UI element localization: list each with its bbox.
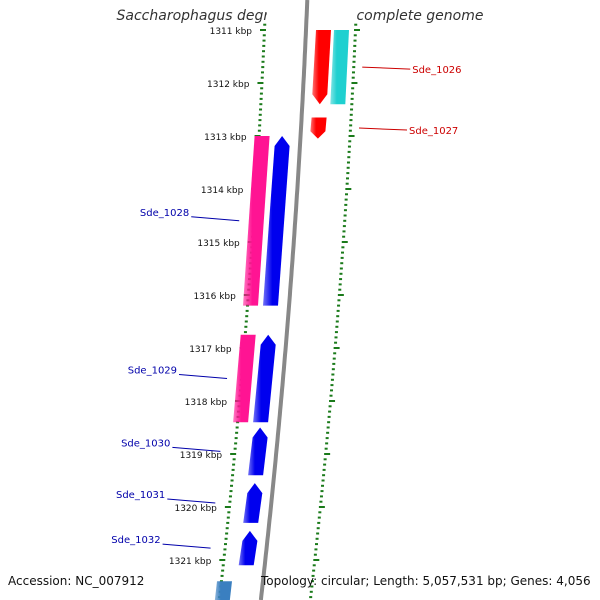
feature-track xyxy=(214,30,349,600)
ruler-label: 1319 kbp xyxy=(180,451,223,461)
feature-block xyxy=(330,30,349,105)
gene-sde-1026[interactable] xyxy=(312,30,331,105)
genome-backbone xyxy=(258,0,310,600)
gene-sde-1032[interactable] xyxy=(238,530,258,566)
gene-label-leader xyxy=(162,543,211,549)
gene-label[interactable]: Sde_1029 xyxy=(128,365,177,376)
gene-label[interactable]: Sde_1030 xyxy=(121,438,170,449)
ruler-label: 1311 kbp xyxy=(210,27,253,37)
feature-block xyxy=(214,581,232,600)
gene-label-leader xyxy=(362,66,411,70)
ruler-label: 1314 kbp xyxy=(201,186,244,196)
ruler-label: 1316 kbp xyxy=(193,292,236,302)
accession-legend: Accession: NC_007912 xyxy=(8,574,145,588)
gene-label[interactable]: Sde_1028 xyxy=(140,208,189,219)
backbone-line xyxy=(258,0,310,600)
gene-sde-1030[interactable] xyxy=(248,427,268,476)
gene-label-leader xyxy=(191,216,240,222)
gene-track xyxy=(238,30,331,566)
gene-sde-1028[interactable] xyxy=(263,136,290,306)
ruler-label: 1315 kbp xyxy=(197,239,240,249)
gene-label[interactable]: Sde_1031 xyxy=(116,490,165,501)
topology-legend: Topology: circular; Length: 5,057,531 bp… xyxy=(261,574,591,588)
ruler-label: 1321 kbp xyxy=(169,557,212,567)
ruler-label: 1318 kbp xyxy=(185,398,228,408)
ruler-labels: 1311 kbp 1312 kbp 1313 kbp 1314 kbp 1315 kbp… xyxy=(169,27,252,567)
ruler-label: 1313 kbp xyxy=(204,133,247,143)
ruler-label: 1312 kbp xyxy=(207,80,250,90)
ruler-label: 1317 kbp xyxy=(189,345,232,355)
feature-block xyxy=(233,334,256,423)
gene-sde-1027[interactable] xyxy=(310,117,327,139)
gene-label[interactable]: Sde_1032 xyxy=(111,535,160,546)
gene-label[interactable]: Sde_1027 xyxy=(409,126,458,137)
feature-block xyxy=(243,136,270,306)
gene-labels: Sde_1026 Sde_1027 Sde_1028 Sde_1029 Sde_1030… xyxy=(111,65,462,549)
gene-label-leader xyxy=(178,373,228,379)
gene-label[interactable]: Sde_1026 xyxy=(412,65,461,76)
gene-sde-1029[interactable] xyxy=(253,334,276,423)
ruler-label: 1320 kbp xyxy=(174,504,217,514)
gene-sde-1031[interactable] xyxy=(243,483,263,523)
gene-label-leader xyxy=(172,446,221,452)
gene-label-leader xyxy=(167,498,216,504)
gene-label-leader xyxy=(358,127,408,131)
